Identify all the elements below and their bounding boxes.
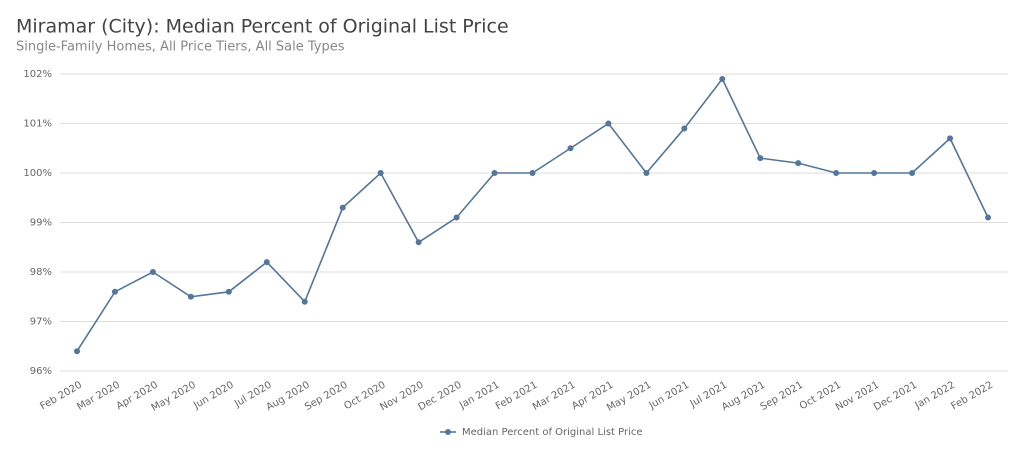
y-tick-label: 96% bbox=[30, 366, 52, 377]
data-point bbox=[225, 288, 232, 295]
chart-title: Miramar (City): Median Percent of Origin… bbox=[16, 16, 509, 38]
data-point bbox=[187, 293, 194, 300]
data-point bbox=[415, 239, 422, 246]
y-tick-label: 100% bbox=[23, 168, 52, 179]
data-point bbox=[795, 160, 802, 167]
data-point bbox=[985, 214, 991, 221]
data-point bbox=[757, 155, 764, 162]
data-point bbox=[833, 170, 840, 176]
y-tick-label: 101% bbox=[23, 119, 52, 130]
data-point bbox=[909, 170, 916, 176]
legend-marker bbox=[445, 429, 451, 435]
chart-subtitle: Single-Family Homes, All Price Tiers, Al… bbox=[16, 40, 345, 55]
data-point bbox=[871, 170, 878, 176]
data-point bbox=[111, 288, 118, 295]
data-point bbox=[491, 170, 498, 176]
data-point bbox=[681, 125, 688, 132]
data-point bbox=[453, 214, 460, 221]
data-point bbox=[339, 204, 346, 211]
data-point bbox=[149, 269, 156, 275]
data-point bbox=[377, 170, 384, 176]
y-tick-label: 102% bbox=[23, 69, 52, 80]
y-tick-label: 98% bbox=[30, 267, 52, 278]
data-point bbox=[301, 298, 308, 305]
legend-label: Median Percent of Original List Price bbox=[462, 427, 643, 438]
y-tick-label: 99% bbox=[30, 218, 52, 229]
data-point bbox=[643, 170, 650, 176]
y-tick-label: 97% bbox=[30, 317, 52, 328]
data-point bbox=[947, 135, 954, 142]
data-point bbox=[605, 120, 612, 127]
data-point bbox=[719, 75, 726, 82]
data-point bbox=[529, 170, 536, 176]
data-point bbox=[74, 348, 80, 355]
data-point bbox=[567, 145, 574, 152]
data-point bbox=[263, 259, 270, 266]
